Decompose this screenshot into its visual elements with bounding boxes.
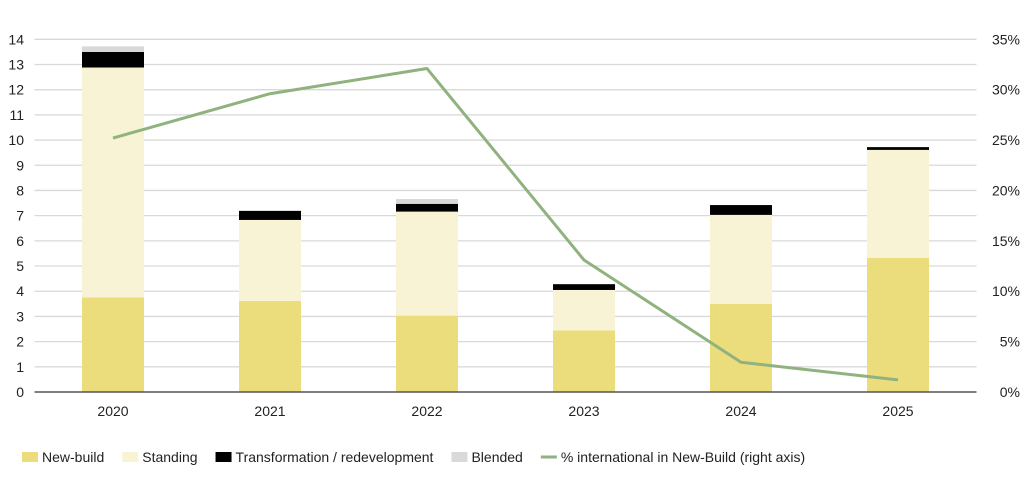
bar-new-build-2020 <box>82 298 144 392</box>
x-tick-label: 2022 <box>411 403 442 419</box>
bar-transformation-redevelopment-2024 <box>710 205 772 215</box>
bar-transformation-redevelopment-2025 <box>867 147 929 150</box>
x-tick-label: 2021 <box>254 403 285 419</box>
y2-tick-label: 20% <box>992 182 1020 198</box>
bar-standing-2022 <box>396 212 458 316</box>
y-tick-label: 1 <box>16 359 24 375</box>
bar-new-build-2023 <box>553 331 615 392</box>
legend-label: Blended <box>471 449 522 465</box>
bar-transformation-redevelopment-2020 <box>82 52 144 68</box>
y-tick-label: 0 <box>16 384 24 400</box>
y-tick-label: 13 <box>8 56 24 72</box>
y2-tick-label: 25% <box>992 132 1020 148</box>
x-tick-label: 2025 <box>882 403 913 419</box>
legend-label: Standing <box>142 449 197 465</box>
legend-label: New-build <box>42 449 104 465</box>
bar-transformation-redevelopment-2021 <box>239 211 301 220</box>
y-tick-label: 11 <box>9 107 24 123</box>
y-tick-label: 10 <box>8 132 24 148</box>
y2-tick-label: 15% <box>992 233 1020 249</box>
y2-tick-label: 5% <box>1000 334 1020 350</box>
bar-blended-2022 <box>396 199 458 204</box>
y-tick-label: 5 <box>16 258 24 274</box>
gridlines <box>35 39 977 367</box>
bar-new-build-2025 <box>867 258 929 392</box>
bar-standing-2023 <box>553 290 615 331</box>
legend-swatch <box>22 452 38 462</box>
legend-swatch <box>451 452 467 462</box>
x-tick-label: 2023 <box>568 403 599 419</box>
bar-standing-2024 <box>710 215 772 304</box>
y2-tick-label: 30% <box>992 82 1020 98</box>
bars <box>82 46 929 392</box>
y2-tick-label: 0% <box>1000 384 1020 400</box>
legend-swatch <box>122 452 138 462</box>
y-tick-label: 9 <box>16 157 24 173</box>
y-tick-label: 3 <box>16 308 24 324</box>
bar-transformation-redevelopment-2023 <box>553 284 615 290</box>
bar-standing-2025 <box>867 150 929 258</box>
y-tick-label: 2 <box>16 334 24 350</box>
y-tick-label: 6 <box>16 233 24 249</box>
y-tick-label: 4 <box>16 283 24 299</box>
legend: New-build Standing Transformation / redeve… <box>22 449 805 465</box>
y-tick-label: 12 <box>8 82 24 98</box>
legend-label: Transformation / redevelopment <box>236 449 434 465</box>
y-tick-label: 8 <box>16 182 24 198</box>
x-tick-label: 2020 <box>97 403 128 419</box>
y-tick-label: 7 <box>16 208 24 224</box>
y2-tick-label: 10% <box>992 283 1020 299</box>
legend-swatch <box>216 452 232 462</box>
bar-standing-2020 <box>82 68 144 298</box>
bar-new-build-2022 <box>396 316 458 392</box>
x-tick-label: 2024 <box>725 403 756 419</box>
bar-standing-2021 <box>239 220 301 301</box>
bar-new-build-2021 <box>239 301 301 392</box>
y2-tick-label: 35% <box>992 31 1020 47</box>
legend-label: % international in New-Build (right axis… <box>561 449 805 465</box>
bar-transformation-redevelopment-2022 <box>396 204 458 212</box>
bar-blended-2020 <box>82 46 144 52</box>
y-tick-label: 14 <box>8 31 24 47</box>
